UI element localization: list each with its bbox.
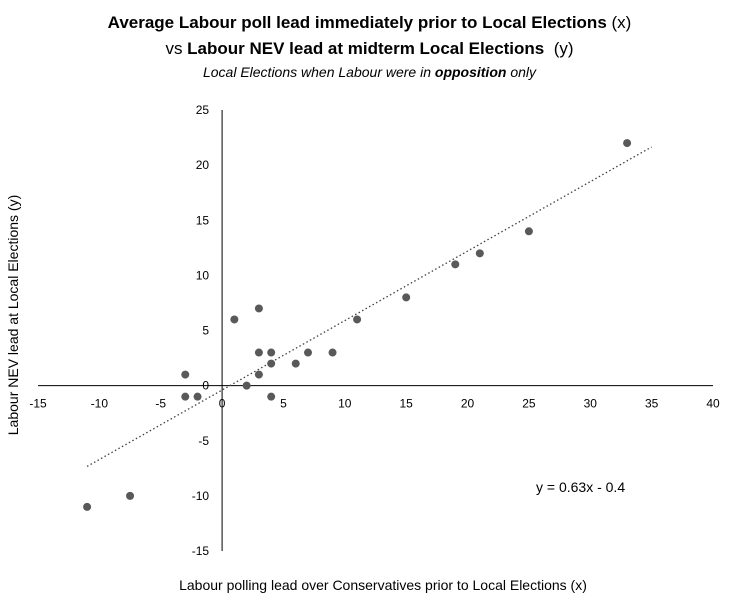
y-tick-label: 25 — [196, 103, 210, 117]
title-line-2-bold: Labour NEV lead at midterm Local Electio… — [187, 39, 545, 58]
chart-title-line-1: Average Labour poll lead immediately pri… — [0, 10, 739, 36]
data-point — [475, 249, 484, 258]
x-tick-label: 5 — [280, 397, 287, 411]
y-tick-label: -10 — [192, 489, 210, 503]
data-point — [254, 304, 263, 313]
data-point — [304, 348, 312, 357]
x-tick-label: 20 — [461, 397, 475, 411]
trendline-equation: y = 0.63x - 0.4 — [536, 479, 625, 495]
x-tick-label: 40 — [706, 397, 720, 411]
data-point — [83, 502, 92, 511]
chart-subtitle: Local Elections when Labour were in oppo… — [0, 62, 739, 82]
x-tick-label: 10 — [338, 397, 352, 411]
trendline — [86, 146, 652, 468]
y-tick-label: 15 — [196, 213, 210, 227]
title-line-2-suffix: (y) — [544, 39, 574, 58]
x-axis-label: Labour polling lead over Conservatives p… — [179, 577, 587, 593]
tick-labels-group: -15 -10 -5 0 5 10 15 20 25 30 35 40 -15 -10 -5 0 5 10 15 20… — [29, 103, 720, 558]
y-tick-label: 10 — [196, 268, 210, 282]
subtitle-prefix: Local Elections when Labour were in — [202, 64, 435, 80]
data-point — [193, 392, 202, 401]
data-point — [291, 359, 300, 368]
subtitle-bold: opposition — [434, 64, 507, 80]
x-tick-label: 35 — [645, 397, 659, 411]
data-point — [267, 348, 276, 357]
y-tick-label: -15 — [192, 544, 210, 558]
data-point — [181, 370, 190, 379]
x-tick-label: 25 — [522, 397, 536, 411]
data-point — [451, 260, 460, 269]
subtitle-suffix: only — [506, 64, 537, 80]
x-tick-label: 30 — [584, 397, 598, 411]
x-tick-label: 15 — [400, 397, 414, 411]
points-group — [83, 139, 632, 511]
y-tick-label: 0 — [202, 379, 209, 393]
data-point — [126, 491, 135, 500]
title-line-1-suffix: (x) — [606, 13, 632, 32]
data-point — [328, 348, 337, 357]
data-point — [242, 381, 251, 390]
x-tick-label: 0 — [219, 397, 226, 411]
data-point — [230, 315, 239, 324]
y-tick-label: -5 — [198, 434, 209, 448]
axes-group — [38, 110, 713, 551]
data-point — [181, 392, 190, 401]
data-point — [267, 392, 276, 401]
data-point — [402, 293, 411, 302]
title-line-2-prefix: vs — [165, 39, 188, 58]
x-tick-label: -10 — [91, 397, 109, 411]
y-axis-label: Labour NEV lead at Local Elections (y) — [5, 195, 21, 435]
x-tick-label: -5 — [155, 397, 166, 411]
data-point — [267, 359, 276, 368]
y-tick-label: 20 — [196, 158, 210, 172]
y-tick-label: 5 — [202, 324, 209, 338]
trendline-group — [86, 146, 652, 468]
title-line-1-bold: Average Labour poll lead immediately pri… — [107, 13, 607, 32]
chart-title-block: Average Labour poll lead immediately pri… — [0, 10, 739, 82]
data-point — [524, 227, 533, 236]
x-tick-label: -15 — [29, 397, 47, 411]
data-point — [623, 139, 632, 148]
data-point — [254, 370, 263, 379]
chart-title-line-2: vs Labour NEV lead at midterm Local Elec… — [0, 36, 739, 62]
data-point — [254, 348, 263, 357]
data-point — [353, 315, 362, 324]
